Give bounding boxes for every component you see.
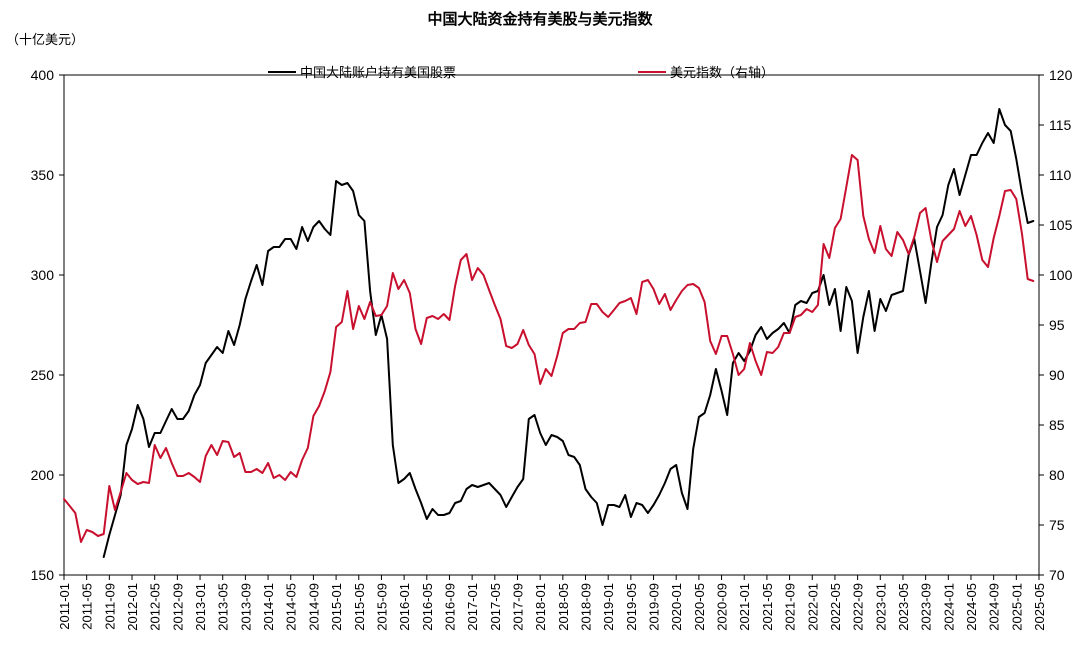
right-tick-label: 115 xyxy=(1049,117,1072,133)
x-tick-label: 2023-01 xyxy=(873,583,888,631)
x-tick-label: 2019-09 xyxy=(647,583,662,631)
right-tick-label: 100 xyxy=(1049,267,1073,283)
x-tick-label: 2016-05 xyxy=(420,583,435,631)
x-tick-label: 2018-09 xyxy=(579,583,594,631)
x-axis: 2011-01 2011-05 2011-09 2012-01 2012-05 2012-… xyxy=(57,575,1047,631)
x-tick-label: 2016-09 xyxy=(442,583,457,631)
legend-label-stocks: 中国大陆账户持有美国股票 xyxy=(300,65,456,81)
x-tick-label: 2013-05 xyxy=(216,583,231,631)
right-tick-label: 75 xyxy=(1049,517,1065,533)
x-tick-label: 2025-05 xyxy=(1032,583,1047,631)
x-tick-label: 2023-09 xyxy=(919,583,934,631)
x-tick-label: 2013-09 xyxy=(238,583,253,631)
x-tick-label: 2022-05 xyxy=(828,583,843,631)
left-axis: 150 200 250 300 350 400 xyxy=(31,67,64,583)
x-tick-label: 2012-05 xyxy=(148,583,163,631)
x-tick-label: 2022-09 xyxy=(851,583,866,631)
series-line-stocks xyxy=(102,108,1035,558)
x-tick-label: 2015-05 xyxy=(352,583,367,631)
x-tick-label: 2011-05 xyxy=(80,583,95,630)
x-tick-label: 2014-09 xyxy=(306,583,321,631)
x-tick-label: 2017-09 xyxy=(510,583,525,631)
right-axis: 70 75 80 85 90 95 100 105 110 115 120 xyxy=(1039,67,1073,583)
series-lines xyxy=(63,108,1035,558)
right-tick-label: 90 xyxy=(1049,367,1065,383)
legend: 中国大陆账户持有美国股票 美元指数（右轴） xyxy=(268,65,774,81)
x-tick-label: 2021-09 xyxy=(783,583,798,631)
x-tick-label: 2011-09 xyxy=(102,583,117,630)
x-tick-label: 2013-01 xyxy=(193,583,208,631)
series-line-dxy xyxy=(63,154,1035,543)
left-tick-label: 250 xyxy=(31,367,55,383)
x-tick-label: 2018-05 xyxy=(556,583,571,631)
legend-label-dxy: 美元指数（右轴） xyxy=(670,66,774,81)
left-axis-unit: （十亿美元） xyxy=(6,33,84,48)
x-tick-label: 2011-01 xyxy=(57,583,72,630)
x-tick-label: 2022-01 xyxy=(805,583,820,631)
x-tick-label: 2024-01 xyxy=(941,583,956,631)
x-tick-label: 2012-09 xyxy=(170,583,185,631)
x-tick-label: 2017-01 xyxy=(465,583,480,631)
right-tick-label: 110 xyxy=(1049,167,1072,183)
x-tick-label: 2018-01 xyxy=(533,583,548,631)
x-tick-label: 2023-05 xyxy=(896,583,911,631)
x-tick-label: 2019-01 xyxy=(601,583,616,631)
x-tick-label: 2016-01 xyxy=(397,583,412,631)
left-tick-label: 200 xyxy=(31,467,55,483)
x-tick-label: 2014-01 xyxy=(261,583,276,631)
right-tick-label: 85 xyxy=(1049,417,1065,433)
x-tick-label: 2015-09 xyxy=(374,583,389,631)
left-tick-label: 150 xyxy=(31,567,55,583)
right-tick-label: 95 xyxy=(1049,317,1065,333)
x-tick-label: 2014-05 xyxy=(284,583,299,631)
right-tick-label: 70 xyxy=(1049,567,1065,583)
right-tick-label: 120 xyxy=(1049,67,1073,83)
x-tick-label: 2020-09 xyxy=(715,583,730,631)
x-tick-label: 2012-01 xyxy=(125,583,140,631)
x-tick-label: 2024-05 xyxy=(964,583,979,631)
x-tick-label: 2020-01 xyxy=(669,583,684,631)
left-tick-label: 350 xyxy=(31,167,55,183)
right-tick-label: 105 xyxy=(1049,217,1073,233)
chart-title: 中国大陆资金持有美股与美元指数 xyxy=(427,10,653,28)
x-tick-label: 2021-01 xyxy=(737,583,752,631)
left-tick-label: 300 xyxy=(31,267,55,283)
x-tick-label: 2021-05 xyxy=(760,583,775,631)
x-tick-label: 2025-01 xyxy=(1009,583,1024,631)
x-tick-label: 2020-05 xyxy=(692,583,707,631)
left-tick-label: 400 xyxy=(31,67,55,83)
plot-area xyxy=(63,74,1040,576)
right-tick-label: 80 xyxy=(1049,467,1065,483)
x-tick-label: 2019-05 xyxy=(624,583,639,631)
x-tick-label: 2024-09 xyxy=(987,583,1002,631)
x-tick-label: 2015-01 xyxy=(329,583,344,631)
x-tick-label: 2017-05 xyxy=(488,583,503,631)
